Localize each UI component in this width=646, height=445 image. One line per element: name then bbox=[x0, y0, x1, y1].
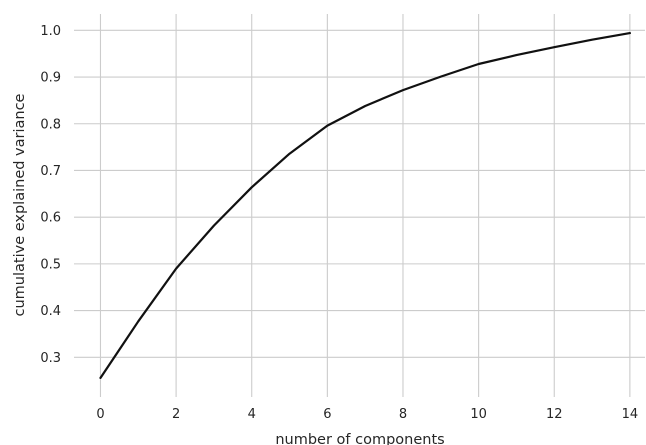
y-tick-label: 1.0 bbox=[40, 24, 61, 39]
x-tick-label: 12 bbox=[546, 407, 563, 422]
series-line bbox=[99, 31, 632, 379]
x-axis-label: number of components bbox=[275, 432, 444, 445]
y-tick-labels: 0.3 0.4 0.5 0.6 0.7 0.8 0.9 1.0 bbox=[40, 24, 61, 366]
grid-lines bbox=[74, 14, 645, 397]
x-tick-label: 2 bbox=[172, 407, 180, 422]
y-tick-label: 0.7 bbox=[40, 164, 61, 179]
x-tick-label: 4 bbox=[248, 407, 256, 422]
x-tick-label: 14 bbox=[622, 407, 639, 422]
y-tick-label: 0.8 bbox=[40, 117, 61, 132]
y-tick-label: 0.9 bbox=[40, 71, 61, 86]
y-axis-label: cumulative explained variance bbox=[12, 93, 28, 316]
y-tick-label: 0.3 bbox=[40, 351, 61, 366]
x-tick-label: 8 bbox=[399, 407, 407, 422]
y-tick-label: 0.6 bbox=[40, 211, 61, 226]
x-tick-labels: 0 2 4 6 8 10 12 14 bbox=[96, 407, 638, 422]
x-tick-label: 0 bbox=[96, 407, 104, 422]
plot-area bbox=[74, 14, 645, 397]
x-tick-label: 6 bbox=[323, 407, 331, 422]
x-tick-label: 10 bbox=[470, 407, 487, 422]
y-tick-label: 0.4 bbox=[40, 304, 61, 319]
y-tick-label: 0.5 bbox=[40, 257, 61, 272]
